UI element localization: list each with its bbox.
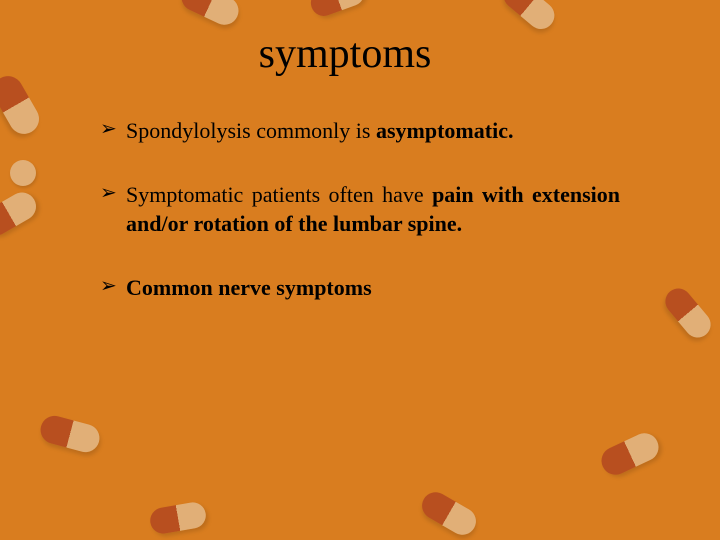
slide-title: symptoms — [70, 30, 620, 78]
slide-content: symptoms Spondylolysis commonly is asymp… — [0, 0, 720, 540]
bullet-text-bold: asymptomatic. — [376, 118, 513, 143]
bullet-text-pre: Symptomatic patients often have — [126, 182, 432, 207]
bullet-item: Symptomatic patients often have pain wit… — [100, 180, 620, 239]
bullet-text-pre: Spondylolysis commonly is — [126, 118, 376, 143]
bullet-list: Spondylolysis commonly is asymptomatic. … — [100, 116, 620, 303]
bullet-item: Spondylolysis commonly is asymptomatic. — [100, 116, 620, 146]
bullet-item: Common nerve symptoms — [100, 273, 620, 303]
bullet-text-bold: Common nerve symptoms — [126, 275, 372, 300]
